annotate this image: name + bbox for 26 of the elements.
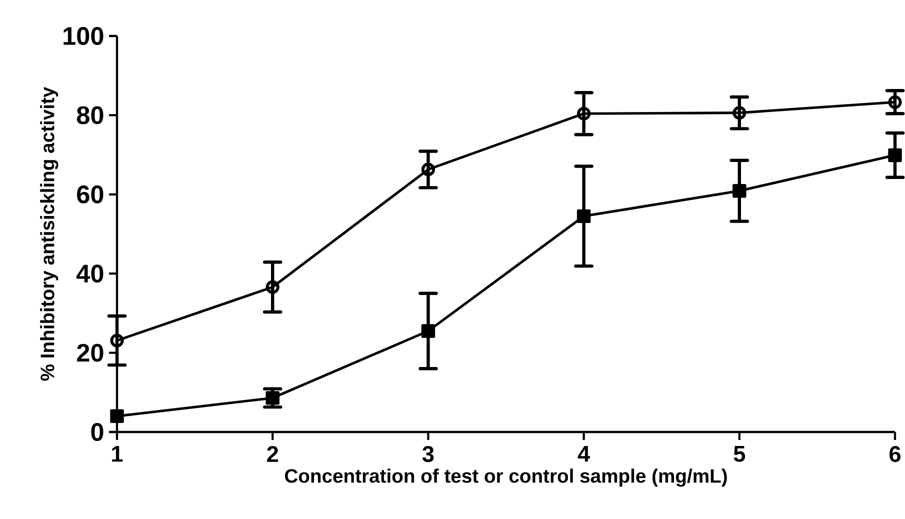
y-tick-label: 80 bbox=[76, 106, 104, 124]
point bbox=[266, 280, 280, 294]
point bbox=[266, 391, 280, 405]
x-tick-label: 1 bbox=[112, 446, 123, 462]
point bbox=[732, 184, 746, 198]
point bbox=[576, 209, 591, 224]
point bbox=[888, 95, 902, 109]
point bbox=[421, 162, 436, 176]
point bbox=[110, 409, 124, 424]
y-tick-label: 20 bbox=[76, 344, 104, 362]
point bbox=[577, 106, 591, 120]
y-tick-label: 40 bbox=[76, 264, 104, 283]
x-tick-label: 3 bbox=[422, 446, 434, 462]
point bbox=[110, 334, 124, 348]
x-tick-label: 5 bbox=[734, 446, 746, 462]
y-tick-label: 60 bbox=[77, 185, 104, 204]
point bbox=[421, 324, 436, 338]
point bbox=[732, 106, 746, 120]
y-tick-label: 0 bbox=[91, 423, 104, 441]
x-axis-title: Concentration of test or control sample (mg/mL) bbox=[284, 468, 727, 487]
x-tick-label: 4 bbox=[578, 446, 590, 462]
x-tick-label: 2 bbox=[267, 446, 278, 462]
y-axis-title: % Inhibitory antisickling activity bbox=[40, 86, 58, 381]
point bbox=[888, 148, 902, 162]
x-tick-label: 6 bbox=[890, 446, 900, 462]
y-tick-label: 100 bbox=[64, 27, 104, 45]
